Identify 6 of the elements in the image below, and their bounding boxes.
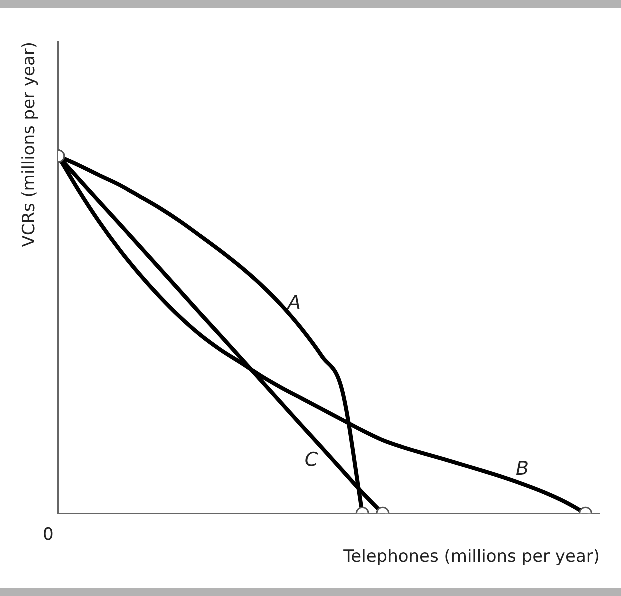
series-label: C: [304, 448, 319, 471]
series-label: B: [516, 458, 529, 480]
x-axis-title: Telephones (millions per year): [342, 547, 600, 568]
text: 0: [42, 525, 54, 546]
series-label: A: [286, 292, 301, 314]
y-axis-title: VCRs (millions per year): [20, 42, 40, 248]
